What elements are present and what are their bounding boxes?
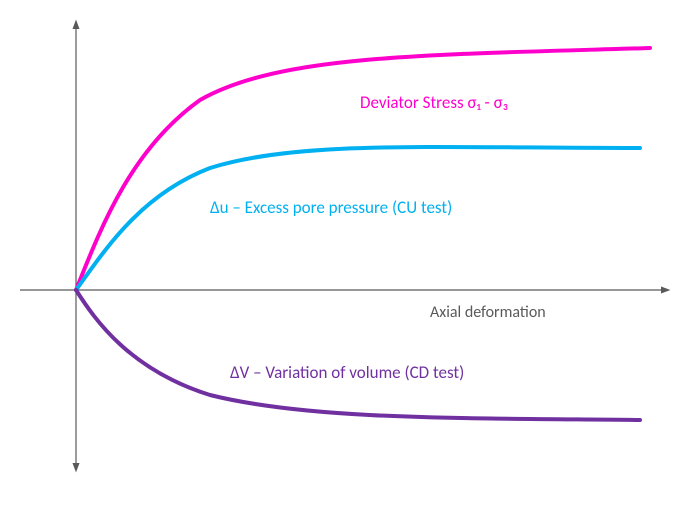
curve-label-excess_pore: Δu – Excess pore pressure (CU test) (210, 197, 452, 218)
curve-label-volume_variation: ΔV – Variation of volume (CD test) (230, 362, 464, 383)
triaxial-test-chart: Axial deformation Deviator Stress σ₁ - σ₃… (0, 0, 696, 507)
x-axis-label: Axial deformation (430, 303, 546, 322)
curve-label-deviator: Deviator Stress σ₁ - σ₃ (360, 92, 508, 113)
